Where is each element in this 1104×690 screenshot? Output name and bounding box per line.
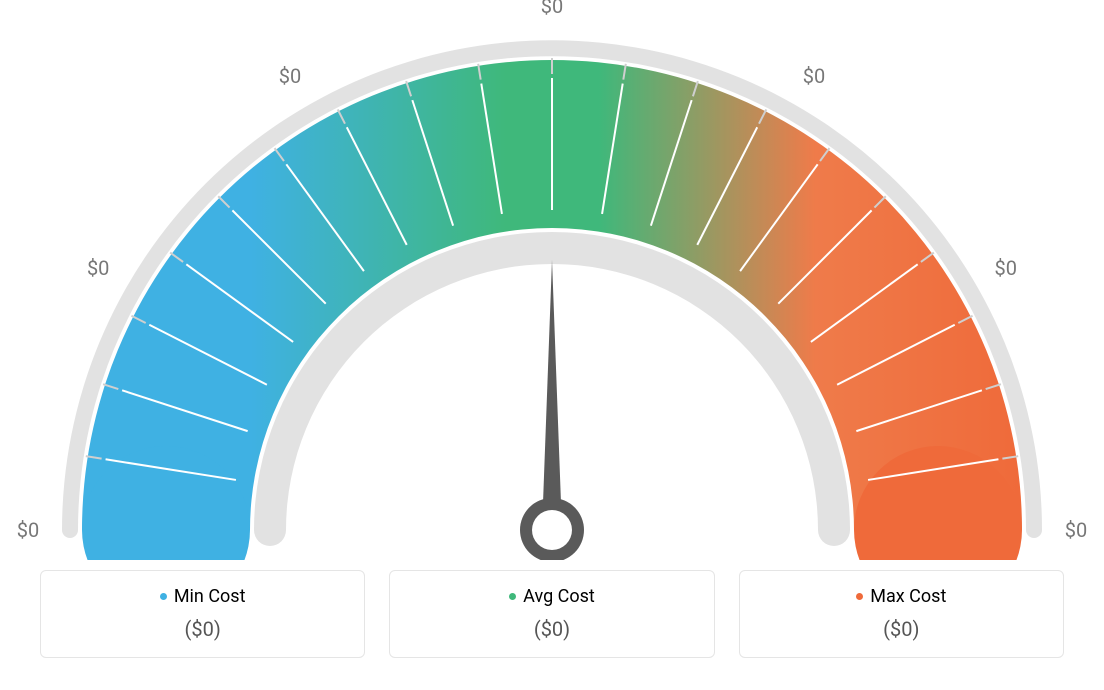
legend-value-avg: ($0) [400, 617, 703, 641]
legend-dot-max [856, 593, 863, 600]
legend-value-max: ($0) [750, 617, 1053, 641]
gauge-tick-label: $0 [17, 518, 39, 542]
gauge-tick-label: $0 [1065, 518, 1087, 542]
gauge-tick-label: $0 [995, 256, 1017, 280]
legend-dot-min [160, 593, 167, 600]
legend-title-max: Max Cost [856, 586, 946, 607]
legend-dot-avg [509, 593, 516, 600]
legend-row: Min Cost ($0) Avg Cost ($0) Max Cost ($0… [40, 570, 1064, 658]
gauge-tick-label: $0 [279, 64, 301, 88]
gauge-tick-label: $0 [87, 256, 109, 280]
legend-value-min: ($0) [51, 617, 354, 641]
legend-title-avg: Avg Cost [509, 586, 595, 607]
legend-title-min: Min Cost [160, 586, 246, 607]
legend-card-avg: Avg Cost ($0) [389, 570, 714, 658]
gauge-svg [0, 0, 1104, 560]
legend-label-max: Max Cost [870, 586, 946, 607]
gauge-tick-label: $0 [803, 64, 825, 88]
legend-label-avg: Avg Cost [523, 586, 595, 607]
gauge-tick-label: $0 [541, 0, 563, 18]
legend-card-max: Max Cost ($0) [739, 570, 1064, 658]
legend-label-min: Min Cost [174, 586, 246, 607]
legend-card-min: Min Cost ($0) [40, 570, 365, 658]
gauge-chart: $0 $0 $0 $0 $0 $0 $0 [0, 0, 1104, 560]
